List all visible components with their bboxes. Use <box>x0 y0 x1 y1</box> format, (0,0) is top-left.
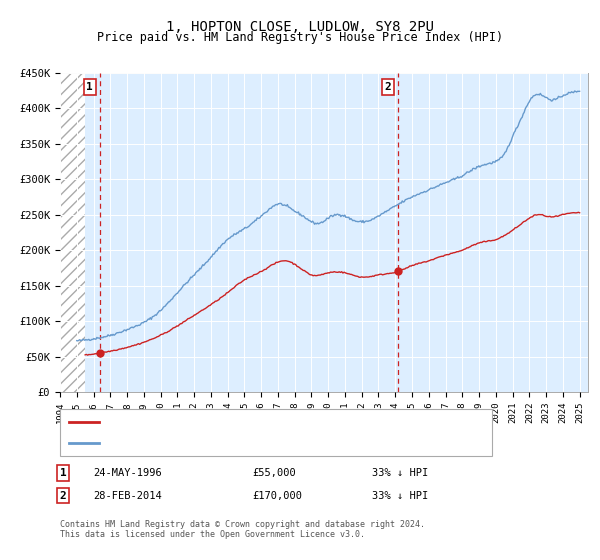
Text: 2: 2 <box>59 491 67 501</box>
Text: 33% ↓ HPI: 33% ↓ HPI <box>372 468 428 478</box>
Text: 1, HOPTON CLOSE, LUDLOW, SY8 2PU: 1, HOPTON CLOSE, LUDLOW, SY8 2PU <box>166 20 434 34</box>
Text: 1: 1 <box>86 82 93 92</box>
Text: HPI: Average price, detached house, Shropshire: HPI: Average price, detached house, Shro… <box>105 438 375 448</box>
Text: Contains HM Land Registry data © Crown copyright and database right 2024.
This d: Contains HM Land Registry data © Crown c… <box>60 520 425 539</box>
Text: 24-MAY-1996: 24-MAY-1996 <box>93 468 162 478</box>
Text: 28-FEB-2014: 28-FEB-2014 <box>93 491 162 501</box>
Text: £170,000: £170,000 <box>252 491 302 501</box>
Text: Price paid vs. HM Land Registry's House Price Index (HPI): Price paid vs. HM Land Registry's House … <box>97 31 503 44</box>
Bar <box>60 73 85 392</box>
Text: 1, HOPTON CLOSE, LUDLOW, SY8 2PU (detached house): 1, HOPTON CLOSE, LUDLOW, SY8 2PU (detach… <box>105 417 393 427</box>
Text: 2: 2 <box>385 82 391 92</box>
Text: £55,000: £55,000 <box>252 468 296 478</box>
Text: 33% ↓ HPI: 33% ↓ HPI <box>372 491 428 501</box>
Text: 1: 1 <box>59 468 67 478</box>
